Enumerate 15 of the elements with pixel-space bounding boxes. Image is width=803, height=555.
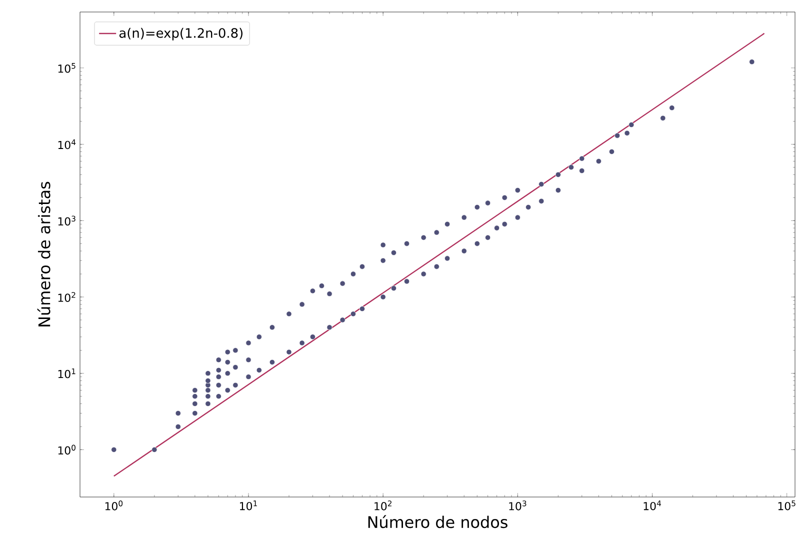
x-tick-label: 10$^{3}$ (509, 500, 526, 510)
x-tick-label: 10$^{0}$ (105, 500, 123, 510)
y-tick-label: 10$^{0}$ (58, 444, 76, 455)
x-tick-label: 10$^{2}$ (374, 500, 392, 510)
y-tick-label: 10$^{3}$ (58, 216, 76, 226)
x-tick-label: 10$^{4}$ (644, 500, 661, 510)
x-tick-label: 10$^{5}$ (778, 500, 796, 510)
y-axis-title: Número de aristas (37, 182, 50, 326)
y-tick-label: 10$^{5}$ (58, 63, 76, 73)
x-tick-label: 10$^{1}$ (240, 500, 257, 510)
y-tick-label: 10$^{2}$ (58, 292, 76, 302)
y-tick-label: 10$^{4}$ (58, 139, 76, 150)
legend-label: a(n)=exp(1.2n-0.8) (119, 28, 242, 40)
x-axis-title: Número de nodos (368, 515, 508, 528)
y-tick-label: 10$^{1}$ (58, 368, 76, 378)
